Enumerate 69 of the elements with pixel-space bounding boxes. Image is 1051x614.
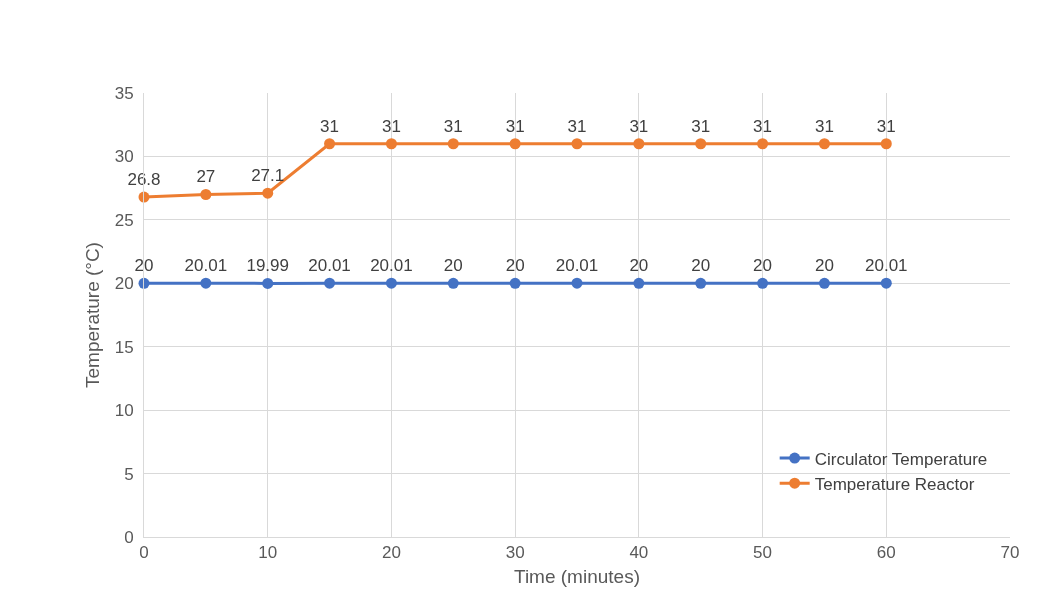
data-label: 31 [814,116,834,136]
point [385,138,397,150]
point [757,277,769,289]
y-tick-label: 35 [114,83,134,103]
point [571,277,583,289]
point [447,138,459,150]
data-label: 31 [505,116,525,136]
point [200,277,212,289]
point [262,277,274,289]
legend-label: Temperature Reactor [814,474,975,494]
y-tick-label: 10 [114,401,134,421]
data-label: 31 [691,116,711,136]
x-tick-label: 0 [139,543,149,563]
point [633,277,645,289]
x-tick-label: 10 [258,543,278,563]
data-label: 20.01 [555,256,599,276]
y-tick-label: 30 [114,147,134,167]
data-label: 20 [691,256,711,276]
point [571,138,583,150]
y-tick-label: 25 [114,210,134,230]
point [818,277,830,289]
data-label: 20 [814,256,834,276]
data-label: 31 [320,116,340,136]
x-axis-title: Time (minutes) [514,566,640,588]
data-label: 20.01 [865,256,908,276]
data-label: 19.99 [246,256,289,276]
x-tick-label: 70 [1000,543,1020,563]
x-tick-label: 60 [876,543,896,563]
point [633,138,645,150]
data-label: 27 [196,167,216,187]
point [509,138,521,150]
y-tick-label: 20 [114,274,134,294]
data-label: 31 [443,116,463,136]
data-label: 20.01 [370,256,413,276]
x-tick-label: 40 [629,543,649,563]
point [324,138,336,150]
point [200,188,212,200]
data-label: 20 [753,256,773,276]
data-label: 31 [753,116,773,136]
point [880,138,892,150]
legend-label: Circulator Temperature [814,449,988,469]
data-label: 20 [629,256,649,276]
y-axis-title: Temperature (°C) [81,242,103,388]
point [324,277,336,289]
x-tick-label: 20 [381,543,401,563]
point [880,277,892,289]
data-label: 31 [876,116,896,136]
point [509,277,521,289]
x-tick-label: 30 [505,543,525,563]
point [447,277,459,289]
data-label: 31 [567,116,587,136]
point [818,138,830,150]
data-label: 31 [381,116,401,136]
y-tick-label: 5 [124,464,134,484]
y-tick-label: 15 [114,337,134,357]
y-tick-label: 0 [124,527,134,547]
data-label: 20.01 [184,256,228,276]
x-tick-label: 50 [753,543,773,563]
point [695,138,707,150]
data-label: 26.8 [127,169,161,189]
data-label: 20 [505,256,525,276]
point [757,138,769,150]
data-label: 20.01 [308,256,351,276]
point [262,187,274,199]
point [385,277,397,289]
data-label: 31 [629,116,649,136]
data-label: 20 [443,256,463,276]
data-label: 27.1 [251,166,285,186]
point [695,277,707,289]
